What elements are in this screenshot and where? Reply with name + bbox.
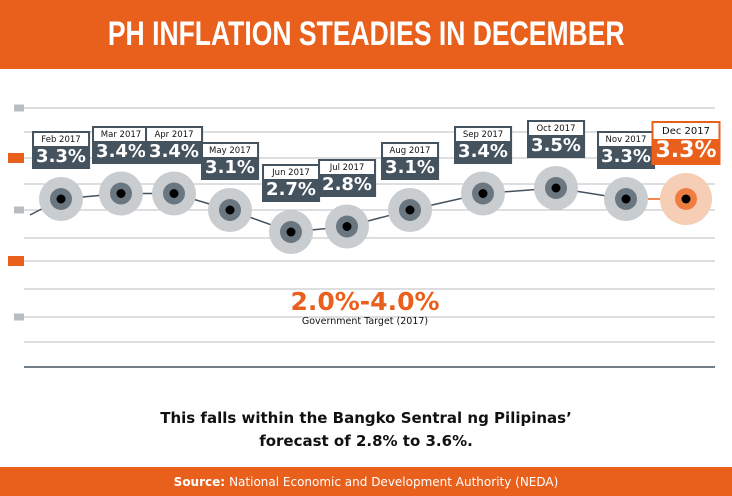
month-label: Jul 2017 [320,160,374,174]
data-point [116,189,126,198]
month-label: Aug 2017 [383,144,437,157]
government-target: 2.0%-4.0% Government Target (2017) [260,287,470,328]
value-label: 2.7% [266,179,316,200]
data-label: Sep 2017 3.4% [454,125,512,164]
axis-marker [8,153,24,163]
data-label: May 2017 3.1% [201,142,259,180]
data-label: Nov 2017 3.3% [597,131,655,169]
note-line-1: This falls within the Bangko Sentral ng … [160,409,572,427]
data-point [681,194,691,204]
data-point [56,194,66,204]
month-label: Sep 2017 [456,127,510,141]
value-label: 3.1% [385,157,435,178]
month-label: Feb 2017 [34,133,88,146]
data-label: Mar 2017 3.4% [92,125,150,164]
value-label: 3.4% [458,140,508,162]
data-point [225,205,235,215]
target-caption: Government Target (2017) [301,316,429,327]
data-point [551,183,561,193]
data-point [169,189,179,198]
axis-marker [14,104,24,112]
data-label: Feb 2017 3.3% [32,131,90,169]
month-label: Oct 2017 [529,122,583,135]
data-label: Jul 2017 2.8% [318,158,376,197]
value-label: 3.3% [655,138,717,163]
value-label: 3.5% [531,135,581,156]
data-point [621,194,631,204]
value-label: 3.3% [36,146,86,167]
header-banner: PH INFLATION STEADIES IN DECEMBER [0,0,732,69]
data-label: Apr 2017 3.4% [145,125,203,164]
month-label: Dec 2017 [653,123,719,139]
note-line-2: forecast of 2.8% to 3.6%. [259,432,473,450]
data-label: Oct 2017 3.5% [527,120,585,158]
source-text: National Economic and Development Author… [229,474,559,489]
value-label: 3.4% [149,140,199,162]
axis-marker [14,313,24,321]
source-footer: Source: National Economic and Developmen… [0,467,732,496]
month-label: May 2017 [203,144,257,157]
value-label: 3.1% [205,157,255,178]
value-label: 3.3% [601,146,651,167]
page-title: PH INFLATION STEADIES IN DECEMBER [107,15,625,53]
target-range: 2.0%-4.0% [290,287,440,316]
inflation-chart [8,104,715,368]
data-point [342,222,352,231]
axis-marker [8,256,24,266]
data-point [286,227,296,237]
month-label: Jun 2017 [264,166,318,179]
data-label: Jun 2017 2.7% [262,164,320,202]
data-point [478,189,488,198]
value-label: 3.4% [96,140,146,162]
data-point [405,205,415,215]
month-label: Mar 2017 [94,127,148,141]
forecast-note: This falls within the Bangko Sentral ng … [0,407,732,453]
data-label: Aug 2017 3.1% [381,142,439,180]
value-label: 2.8% [322,173,372,195]
month-label: Nov 2017 [599,133,653,146]
source-label: Source: [173,474,226,489]
month-label: Apr 2017 [147,127,201,141]
data-label: Dec 2017 3.3% [651,121,721,165]
axis-marker [14,206,24,214]
